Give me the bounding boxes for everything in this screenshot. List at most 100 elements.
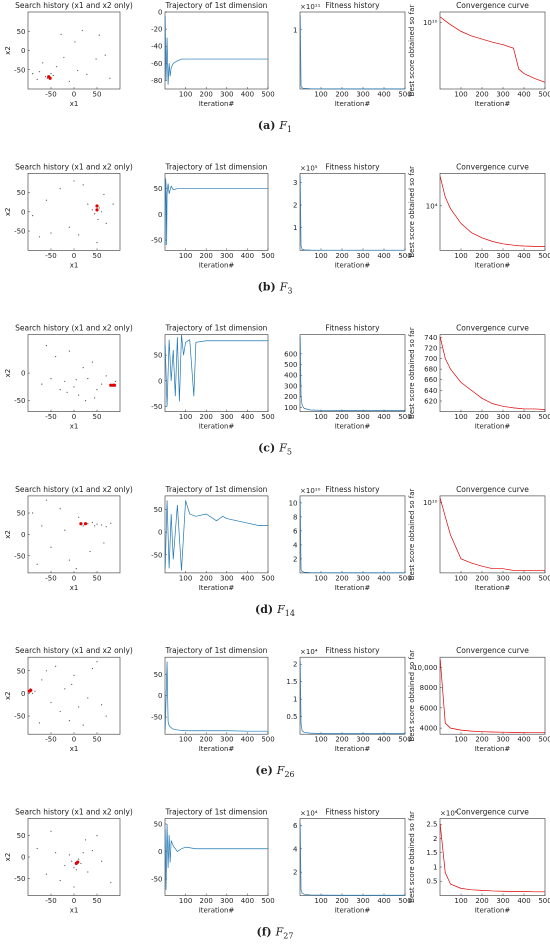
x-tick-label: 500 xyxy=(538,574,550,582)
x-tick-label: 300 xyxy=(356,413,369,421)
line-series xyxy=(164,500,268,571)
caption-subscript: 14 xyxy=(285,609,295,618)
x-tick-label: 300 xyxy=(496,736,509,744)
scatter-point xyxy=(76,860,80,864)
scatter-point xyxy=(87,697,89,699)
x-tick-label: 300 xyxy=(496,574,509,582)
y-axis-label: Best score obtained so far xyxy=(408,811,416,903)
y-axis-label: x2 xyxy=(4,691,12,700)
x-tick-label: -50 xyxy=(45,413,56,421)
scatter-point xyxy=(50,546,52,548)
x-tick-label: 100 xyxy=(179,413,192,421)
y-tick-label: 2 xyxy=(293,555,297,563)
plot-area xyxy=(439,818,546,896)
scatter-point xyxy=(96,835,98,837)
scatter-point xyxy=(74,41,76,43)
y-tick-label: -80 xyxy=(151,77,162,85)
x-tick-label: 400 xyxy=(377,413,390,421)
plot-area xyxy=(439,334,546,412)
y-exponent: ×10¹⁰ xyxy=(300,487,321,495)
scatter-point xyxy=(110,522,112,524)
line-series xyxy=(439,498,545,571)
x-tick-label: -50 xyxy=(45,736,56,744)
scatter-point xyxy=(94,213,96,215)
scatter-point xyxy=(110,882,112,884)
y-tick-label: 0 xyxy=(158,529,162,537)
scatter-point xyxy=(31,215,34,217)
x-tick-label: 50 xyxy=(93,574,102,582)
x-tick-label: 300 xyxy=(220,413,233,421)
x-tick-label: 500 xyxy=(261,574,274,582)
chart-title: Convergence curve xyxy=(456,485,529,494)
x-tick-label: 500 xyxy=(261,897,274,905)
x-tick-label: 200 xyxy=(475,574,488,582)
x-tick-label: 300 xyxy=(356,91,369,99)
x-axis-label: Iteration# xyxy=(335,907,371,915)
x-tick-label: 200 xyxy=(335,91,348,99)
x-axis-label: Iteration# xyxy=(199,584,235,592)
scatter-point xyxy=(63,56,65,59)
caption-label: (d) xyxy=(255,603,273,616)
y-tick-label: 8000 xyxy=(420,684,438,692)
x-tick-label: 200 xyxy=(335,413,348,421)
y-tick-label: 0 xyxy=(158,692,162,700)
scatter-point xyxy=(50,232,52,234)
scatter-point xyxy=(66,391,68,393)
scatter-point xyxy=(86,73,88,75)
scatter-point xyxy=(38,71,41,73)
scatter-point xyxy=(68,226,70,228)
caption-name: F xyxy=(275,926,284,939)
y-tick-label: 6 xyxy=(293,527,298,535)
x-tick-label: 100 xyxy=(314,574,327,582)
y-tick-label: 0 xyxy=(158,211,162,219)
x-axis-label: x1 xyxy=(70,584,79,592)
scatter-point xyxy=(45,499,48,501)
scatter-point xyxy=(42,62,44,64)
scatter-point xyxy=(41,679,43,681)
x-tick-label: -50 xyxy=(45,897,56,905)
line-series xyxy=(439,16,546,83)
x-tick-label: 200 xyxy=(475,252,488,260)
x-tick-label: 50 xyxy=(93,897,102,905)
x-tick-label: 400 xyxy=(377,91,390,99)
x-tick-label: 400 xyxy=(241,91,254,99)
y-tick-label: 50 xyxy=(17,189,26,197)
x-axis-label: Iteration# xyxy=(335,423,371,431)
caption-label: (f) xyxy=(257,926,272,939)
chart-title: Convergence curve xyxy=(456,808,529,817)
chart-title: Fitness history xyxy=(325,1,380,10)
x-tick-label: 500 xyxy=(538,897,550,905)
x-tick-label: 200 xyxy=(475,897,488,905)
plot-area xyxy=(299,656,406,735)
y-tick-label: 10¹⁰ xyxy=(423,499,438,507)
chart-title: Trajectory of 1st dimension xyxy=(165,162,268,171)
scatter-point xyxy=(68,559,70,561)
x-tick-label: 0 xyxy=(72,252,76,260)
scatter-point xyxy=(73,886,75,888)
scatter-point xyxy=(75,869,77,871)
line-series xyxy=(439,337,546,410)
y-tick-label: 50 xyxy=(154,671,163,679)
scatter-point xyxy=(80,862,82,865)
plot-area xyxy=(164,656,269,735)
caption: (c) F5 xyxy=(258,442,292,457)
line-series xyxy=(164,823,268,891)
scatter-point xyxy=(64,864,66,867)
scatter-point xyxy=(64,688,66,690)
scatter-point xyxy=(82,525,84,527)
y-tick-label: 50 xyxy=(154,821,163,829)
y-tick-label: 4000 xyxy=(420,725,438,733)
x-tick-label: 300 xyxy=(220,736,233,744)
scatter-point xyxy=(45,670,48,672)
scatter-point xyxy=(75,379,77,381)
x-tick-label: 400 xyxy=(517,736,530,744)
chart-title: Search history (x1 and x2 only) xyxy=(15,1,133,10)
y-tick-label: 1 xyxy=(293,696,297,704)
y-tick-label: 2.5 xyxy=(426,821,437,829)
x-tick-label: 300 xyxy=(220,91,233,99)
scatter-point xyxy=(59,188,61,190)
x-tick-label: 500 xyxy=(261,736,274,744)
y-tick-label: 0 xyxy=(21,531,25,539)
y-tick-label: 1 xyxy=(293,224,297,232)
x-axis-label: Iteration# xyxy=(199,907,235,915)
